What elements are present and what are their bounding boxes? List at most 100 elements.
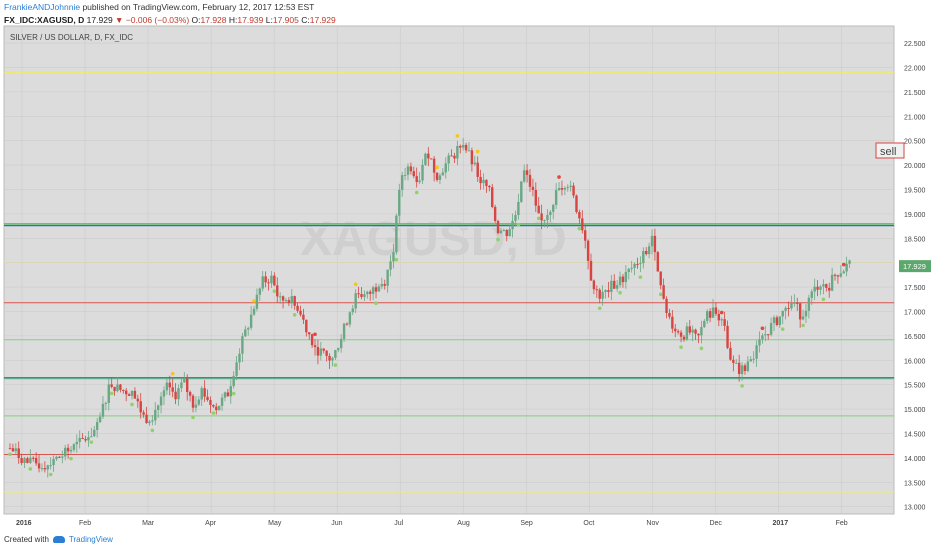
signal-dot [740,384,744,388]
candle-body [493,206,497,221]
candle-body [302,314,305,320]
signal-dots [8,134,846,477]
candle-body [647,246,651,255]
candle-body [499,230,503,234]
candle-body [101,403,105,417]
candle-body [69,449,73,452]
candle-body [319,348,323,356]
candle-body [194,404,198,408]
y-tick-label: 20.000 [904,163,926,170]
signal-dot [841,262,846,267]
candle-body [703,320,706,328]
candle-body [206,396,209,401]
signal-dot [89,440,94,444]
signal-dot [374,301,378,306]
x-tick-label: Sep [520,520,533,527]
signal-dot [821,297,826,302]
candle-body [331,357,334,361]
candle-body [508,229,511,237]
candle-body [180,382,183,389]
candle-body [287,300,291,304]
tradingview-brand-link[interactable]: TradingView [68,535,113,544]
candle-body [618,276,622,286]
y-tick-label: 14.500 [904,431,926,438]
candle-body [601,292,604,299]
candle-body [691,329,694,333]
candle-body [37,463,41,469]
candle-body [511,220,514,230]
signal-dot [536,216,541,221]
candle-body [589,260,593,281]
signal-dot [475,149,480,154]
sell-annotation[interactable]: sell [875,142,905,159]
candle-body [543,220,546,222]
candle-body [72,444,76,450]
candle-body [127,394,131,396]
signal-dot [699,346,704,351]
candle-body [784,307,787,311]
candle-body [229,386,232,397]
candle-body [261,276,264,289]
candle-body [183,378,186,383]
candle-body [781,310,784,317]
close-value: 17.929 [309,15,336,25]
x-tick-label: Aug [457,520,470,527]
signal-dot [557,175,561,179]
candle-body [244,329,247,337]
candle-body [813,286,816,292]
candle-body [148,421,151,424]
candle-body [14,448,18,452]
ticker-line: FX_IDC:XAGUSD, D 17.929 ▼ −0.006 (−0.03%… [4,15,336,26]
candle-body [52,459,55,466]
candle-body [491,187,494,207]
candle-body [98,416,102,423]
candle-body [534,189,538,206]
candle-body [581,218,584,231]
candle-body [520,181,523,202]
candle-body [537,205,540,214]
open-label: O: [191,15,201,25]
candle-body [839,273,843,277]
candle-body [322,348,325,351]
candle-body [203,388,206,397]
candle-body [337,348,340,350]
candle-body [453,155,456,159]
candle-body [84,438,87,441]
candle-body [624,271,628,283]
price-chart[interactable]: XAGUSD, D SILVER / US DOLLAR, D, FX_IDC … [0,25,932,530]
candle-body [473,162,477,165]
candle-body [793,302,796,304]
candle-body [93,429,96,437]
candle-body [563,187,567,190]
candle-body [479,176,482,184]
candle-body [113,386,116,392]
candle-body [369,291,372,294]
candle-body [136,398,140,402]
signal-dot [780,327,785,331]
candle-body [676,331,680,333]
ticker-symbol: FX_IDC:XAGUSD, D [4,15,85,25]
signal-dot [191,415,195,420]
signal-dot [272,289,277,293]
y-tick-label: 22.500 [904,41,926,48]
candle-body [29,457,32,463]
x-tick-label: Mar [142,520,155,527]
plot-area [3,25,895,515]
candle-body [467,150,471,152]
candle-body [168,382,171,388]
candle-body [804,310,808,317]
candle-body [450,155,453,157]
signal-dot [130,402,134,407]
last-price-tag: 17.929 [899,260,931,273]
candle-body [110,384,113,387]
author-link[interactable]: FrankieANDJohnnie [4,2,81,12]
candle-body [162,390,166,397]
signal-dot [252,299,256,303]
candle-body [775,317,779,325]
candle-body [400,175,404,190]
candle-body [836,275,840,277]
candle-body [145,414,148,424]
candle-body [247,327,250,330]
candle-body [40,468,44,470]
candle-body [554,190,558,205]
